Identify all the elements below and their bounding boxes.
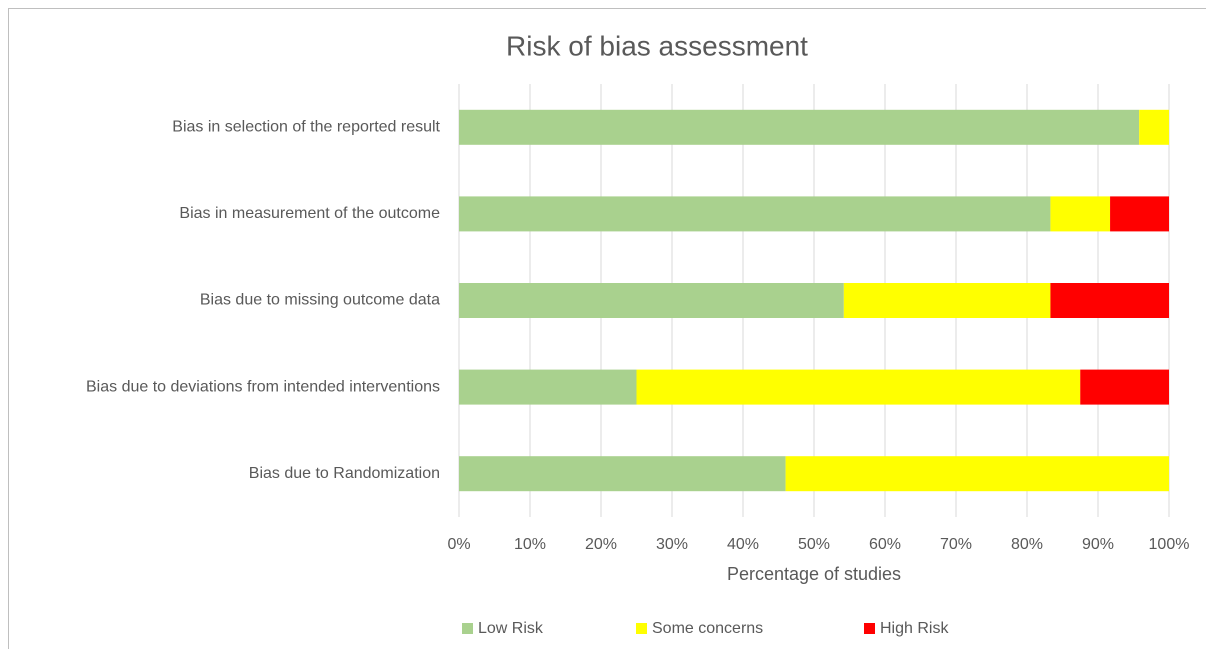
x-tick-label: 100% xyxy=(1149,536,1190,553)
x-tick-label: 0% xyxy=(447,536,470,553)
legend-swatch xyxy=(864,623,875,634)
bar-segment xyxy=(636,369,1081,405)
y-tick-label: Bias due to missing outcome data xyxy=(200,292,440,309)
x-tick-label: 90% xyxy=(1082,536,1114,553)
chart-frame xyxy=(8,8,1206,649)
y-tick-label: Bias in measurement of the outcome xyxy=(179,205,440,222)
bar-segment xyxy=(459,109,1140,145)
bar-segment xyxy=(459,369,637,405)
bar-segment xyxy=(843,283,1051,318)
legend-label: High Risk xyxy=(880,620,949,637)
x-axis-title: Percentage of studies xyxy=(727,564,901,584)
legend-swatch xyxy=(462,623,473,634)
bar-segment xyxy=(459,196,1051,232)
bar-segment xyxy=(1080,369,1169,405)
legend-label: Some concerns xyxy=(652,620,763,637)
legend-label: Low Risk xyxy=(478,620,544,637)
bar-segment xyxy=(1139,109,1169,145)
x-tick-label: 50% xyxy=(798,536,830,553)
y-tick-label: Bias in selection of the reported result xyxy=(172,119,440,136)
chart-title: Risk of bias assessment xyxy=(506,30,808,61)
bar-segment xyxy=(1050,283,1169,318)
x-tick-label: 80% xyxy=(1011,536,1043,553)
x-tick-label: 60% xyxy=(869,536,901,553)
legend-swatch xyxy=(636,623,647,634)
y-tick-label: Bias due to Randomization xyxy=(249,465,440,482)
bar-segment xyxy=(459,283,844,318)
x-tick-label: 20% xyxy=(585,536,617,553)
x-tick-label: 30% xyxy=(656,536,688,553)
x-tick-label: 70% xyxy=(940,536,972,553)
bar-segment xyxy=(785,456,1169,492)
y-tick-label: Bias due to deviations from intended int… xyxy=(86,378,440,395)
x-tick-label: 40% xyxy=(727,536,759,553)
bar-segment xyxy=(1110,196,1169,232)
x-tick-label: 10% xyxy=(514,536,546,553)
bar-segment xyxy=(459,456,786,492)
bar-segment xyxy=(1050,196,1111,232)
